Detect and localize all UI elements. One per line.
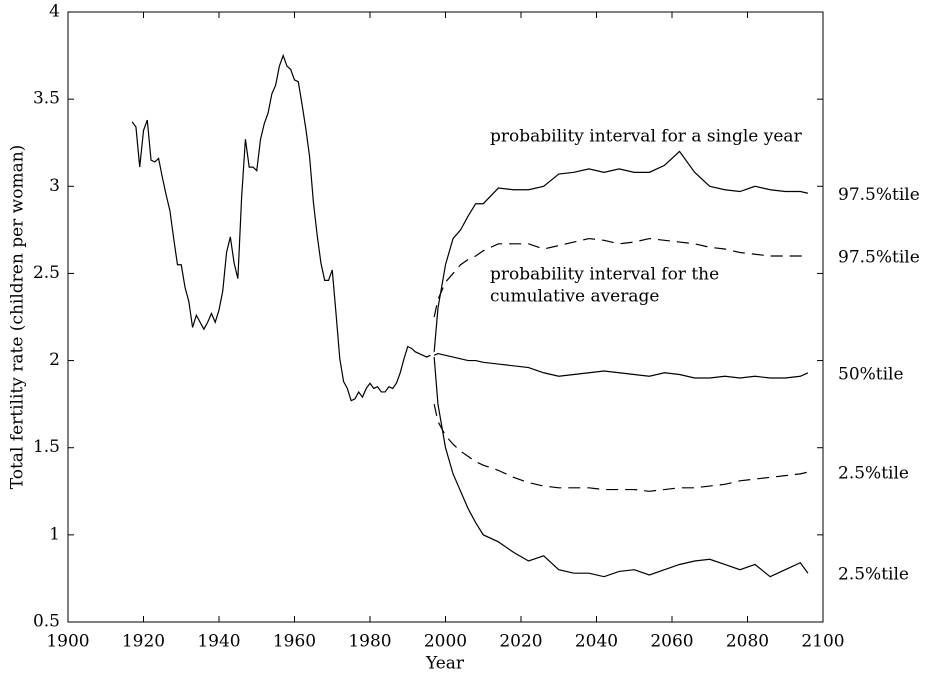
x-tick-label: 2080 — [726, 632, 769, 652]
x-tick-label: 1960 — [273, 632, 316, 652]
x-tick-label: 2020 — [499, 632, 542, 652]
y-axis-label: Total fertility rate (children per woman… — [8, 145, 28, 490]
x-tick-label: 1900 — [46, 632, 89, 652]
y-tick-label: 3.5 — [33, 89, 60, 109]
series-end-label: 2.5%tile — [838, 565, 909, 585]
x-tick-label: 2060 — [650, 632, 693, 652]
series-line — [433, 150, 809, 352]
plot-frame — [67, 11, 824, 623]
annotation: probability interval for the — [490, 265, 719, 285]
y-tick-label: 4 — [49, 2, 60, 22]
x-tick-label: 2000 — [424, 632, 467, 652]
series-line — [433, 404, 809, 492]
x-axis-label: Year — [425, 654, 465, 674]
y-tick-label: 0.5 — [33, 612, 60, 632]
x-tick-label: 1980 — [348, 632, 391, 652]
annotation: cumulative average — [490, 287, 659, 307]
x-tick-label: 2040 — [575, 632, 618, 652]
series-line — [433, 357, 809, 578]
y-tick-label: 2.5 — [33, 263, 60, 283]
y-tick-label: 2 — [49, 350, 60, 370]
series-line — [433, 237, 808, 318]
y-tick-label: 3 — [49, 176, 60, 196]
series-end-label: 97.5%tile — [838, 248, 920, 268]
x-tick-label: 1920 — [122, 632, 165, 652]
series-line — [433, 352, 809, 379]
x-tick-label: 1940 — [197, 632, 240, 652]
series-line — [131, 53, 431, 402]
x-tick-label: 2100 — [801, 632, 844, 652]
annotation: probability interval for a single year — [490, 127, 803, 147]
series-end-label: 97.5%tile — [838, 185, 920, 205]
series-end-label: 50%tile — [838, 364, 904, 384]
y-tick-label: 1 — [49, 524, 60, 544]
series-end-label: 2.5%tile — [838, 464, 909, 484]
y-tick-label: 1.5 — [33, 437, 60, 457]
